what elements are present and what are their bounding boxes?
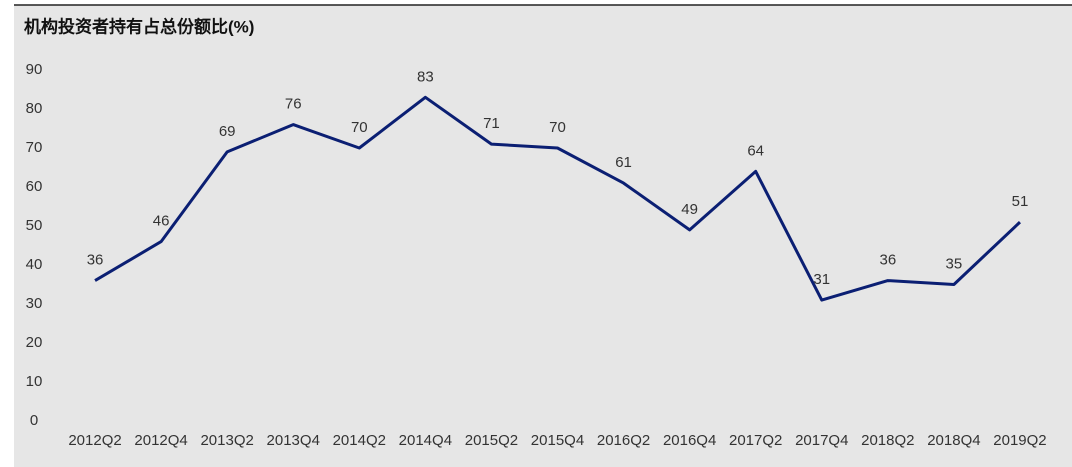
data-label: 76 bbox=[285, 96, 302, 113]
x-tick-label: 2015Q4 bbox=[531, 432, 584, 449]
chart-title: 机构投资者持有占总份额比(%) bbox=[24, 16, 254, 36]
y-tick-label: 10 bbox=[26, 373, 43, 390]
x-tick-label: 2014Q2 bbox=[333, 432, 386, 449]
data-label: 71 bbox=[483, 115, 500, 132]
data-label: 70 bbox=[549, 119, 566, 136]
x-tick-label: 2018Q4 bbox=[927, 432, 980, 449]
data-line bbox=[94, 95, 1021, 302]
y-tick-label: 70 bbox=[26, 139, 43, 156]
x-tick-label: 2016Q2 bbox=[597, 432, 650, 449]
y-tick-label: 50 bbox=[26, 217, 43, 234]
data-label: 83 bbox=[417, 68, 434, 85]
data-label: 49 bbox=[681, 201, 698, 218]
y-tick-label: 30 bbox=[26, 295, 43, 312]
data-label: 36 bbox=[879, 252, 896, 269]
x-tick-label: 2019Q2 bbox=[993, 432, 1046, 449]
data-label: 36 bbox=[87, 252, 104, 269]
x-tick-label: 2017Q2 bbox=[729, 432, 782, 449]
x-tick-label: 2016Q4 bbox=[663, 432, 716, 449]
x-tick-label: 2014Q4 bbox=[399, 432, 452, 449]
x-tick-label: 2012Q4 bbox=[134, 432, 187, 449]
x-tick-label: 2013Q4 bbox=[267, 432, 320, 449]
data-label: 31 bbox=[813, 271, 830, 288]
x-tick-label: 2012Q2 bbox=[68, 432, 121, 449]
y-tick-label: 20 bbox=[26, 334, 43, 351]
data-label: 64 bbox=[747, 142, 764, 159]
data-label: 46 bbox=[153, 213, 170, 230]
data-label: 35 bbox=[946, 255, 963, 272]
chart-background bbox=[14, 5, 1072, 467]
y-tick-label: 40 bbox=[26, 256, 43, 273]
data-label: 61 bbox=[615, 154, 632, 171]
y-tick-label: 90 bbox=[26, 61, 43, 78]
x-tick-label: 2015Q2 bbox=[465, 432, 518, 449]
y-tick-label: 80 bbox=[26, 100, 43, 117]
data-label: 69 bbox=[219, 123, 236, 140]
x-tick-label: 2018Q2 bbox=[861, 432, 914, 449]
y-tick-label: 0 bbox=[30, 412, 38, 429]
y-tick-label: 60 bbox=[26, 178, 43, 195]
data-label: 70 bbox=[351, 119, 368, 136]
x-tick-label: 2017Q4 bbox=[795, 432, 848, 449]
x-tick-label: 2013Q2 bbox=[200, 432, 253, 449]
data-label: 51 bbox=[1012, 193, 1029, 210]
